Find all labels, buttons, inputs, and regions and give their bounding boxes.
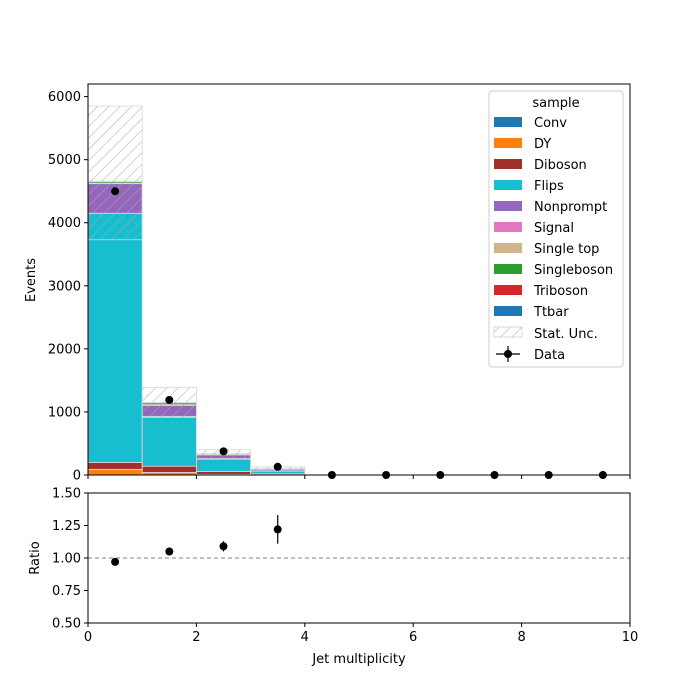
legend-label: DY: [534, 137, 551, 152]
bar-diboson: [87, 461, 143, 470]
legend-stat-unc-swatch: [493, 326, 523, 338]
ratio-y-axis-label: Ratio: [28, 541, 43, 574]
legend-swatch: [494, 264, 522, 274]
bar-dy: [87, 468, 143, 476]
x-axis-label: Jet multiplicity: [311, 652, 406, 667]
data-point: [165, 395, 174, 404]
bar-flips: [195, 458, 251, 472]
legend-stat-unc-label: Stat. Unc.: [534, 327, 598, 342]
y-tick-label: 6000: [48, 90, 81, 105]
data-point: [273, 462, 282, 471]
legend-swatch: [494, 117, 522, 127]
legend-data-marker: [504, 350, 512, 358]
ratio-y-tick-label: 0.75: [52, 584, 81, 599]
x-tick-label: 4: [301, 630, 309, 645]
ratio-y-tick-label: 1.25: [52, 519, 81, 534]
legend-label: Triboson: [533, 284, 588, 299]
main-plot: 0 1000 2000 3000 4000 5000 6000: [48, 83, 631, 484]
legend-data-label: Data: [534, 348, 565, 363]
bar-flips: [87, 212, 143, 463]
legend-title: sample: [532, 96, 579, 111]
legend-label: Nonprompt: [534, 200, 607, 215]
y-tick-label: 3000: [48, 279, 81, 294]
bar-flips: [141, 415, 197, 467]
legend-label: Ttbar: [533, 305, 569, 320]
ratio-plot: 0.50 0.75 1.00 1.25 1.50 0 2 4 6 8 10: [52, 487, 638, 646]
legend-label: Singleboson: [534, 263, 613, 278]
legend-label: Single top: [534, 242, 599, 257]
main-axes-frame: [87, 83, 631, 476]
data-point: [219, 447, 228, 456]
legend: Conv DY Diboson Flips Nonprompt Signal Single …: [488, 90, 624, 368]
bar-diboson: [141, 465, 197, 473]
x-tick-label: 0: [84, 630, 92, 645]
ratio-y-tick-label: 1.00: [52, 552, 81, 567]
y-tick-label: 5000: [48, 153, 81, 168]
legend-label: Diboson: [534, 158, 587, 173]
ratio-point: [111, 557, 120, 566]
stat-unc-band: [87, 105, 143, 241]
y-tick-label: 0: [73, 469, 81, 484]
x-tick-label: 6: [409, 630, 417, 645]
ratio-y-tick-label: 0.50: [52, 617, 81, 632]
legend-swatch: [494, 180, 522, 190]
legend-swatch: [494, 159, 522, 169]
ratio-point: [165, 547, 174, 556]
ratio-y-tick-label: 1.50: [52, 487, 81, 502]
y-tick-label: 1000: [48, 405, 81, 420]
x-tick-label: 10: [622, 630, 639, 645]
x-tick-label: 8: [517, 630, 525, 645]
ratio-axes-frame: [87, 492, 631, 624]
legend-swatch: [494, 285, 522, 295]
legend-label: Signal: [534, 221, 574, 236]
bar-diboson: [195, 471, 251, 475]
legend-swatch: [494, 201, 522, 211]
legend-label: Conv: [534, 116, 567, 131]
legend-swatch: [494, 306, 522, 316]
data-point: [111, 187, 120, 196]
legend-box: [488, 90, 624, 368]
ratio-point: [273, 525, 282, 534]
y-tick-label: 4000: [48, 216, 81, 231]
ratio-point: [219, 542, 228, 551]
legend-swatch: [494, 138, 522, 148]
x-tick-label: 2: [192, 630, 200, 645]
legend-swatch: [494, 222, 522, 232]
legend-swatch: [494, 243, 522, 253]
y-axis-label: Events: [24, 258, 39, 302]
y-tick-label: 2000: [48, 342, 81, 357]
legend-label: Flips: [534, 179, 564, 194]
